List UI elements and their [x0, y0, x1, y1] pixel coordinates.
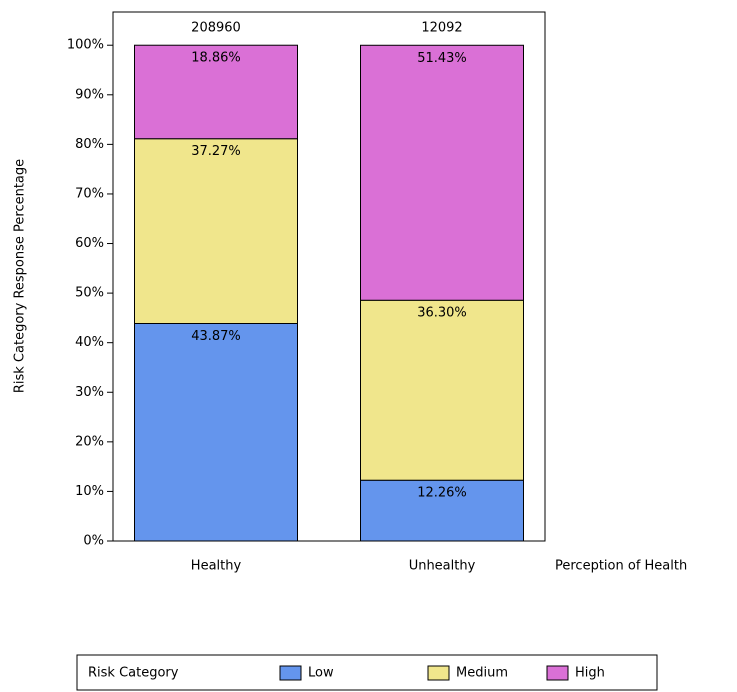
x-tick-label: Unhealthy [409, 559, 476, 574]
bar-segment [134, 138, 298, 325]
value-label: 36.30% [417, 306, 467, 321]
bar-segment [360, 299, 524, 481]
x-tick-label: Healthy [191, 559, 242, 574]
bar-segment [360, 44, 524, 301]
y-tick-label: 40% [75, 335, 104, 350]
y-axis-label: Risk Category Response Percentage [13, 159, 28, 393]
y-tick-label: 80% [75, 137, 104, 152]
total-label: 208960 [191, 21, 241, 36]
legend-label: Low [308, 666, 334, 681]
bar-segment [134, 323, 298, 542]
value-label: 18.86% [191, 51, 241, 66]
value-label: 37.27% [191, 144, 241, 159]
legend-swatch [546, 665, 569, 681]
y-tick-label: 0% [83, 534, 104, 549]
y-tick-label: 20% [75, 434, 104, 449]
value-label: 51.43% [417, 51, 467, 66]
y-tick-label: 90% [75, 87, 104, 102]
y-tick-label: 60% [75, 236, 104, 251]
legend-title: Risk Category [88, 666, 179, 681]
y-tick-label: 30% [75, 385, 104, 400]
value-label: 43.87% [191, 329, 241, 344]
legend-swatch [427, 665, 450, 681]
legend-frame [76, 654, 658, 691]
y-tick-label: 10% [75, 484, 104, 499]
plot-frame [112, 11, 546, 542]
y-tick-label: 100% [67, 38, 104, 53]
x-axis-label: Perception of Health [555, 559, 687, 574]
bar-segment [134, 44, 298, 140]
total-label: 12092 [421, 21, 462, 36]
legend-label: High [575, 666, 605, 681]
y-tick-label: 70% [75, 186, 104, 201]
value-label: 12.26% [417, 486, 467, 501]
legend-label: Medium [456, 666, 508, 681]
y-tick-label: 50% [75, 286, 104, 301]
legend-swatch [279, 665, 302, 681]
